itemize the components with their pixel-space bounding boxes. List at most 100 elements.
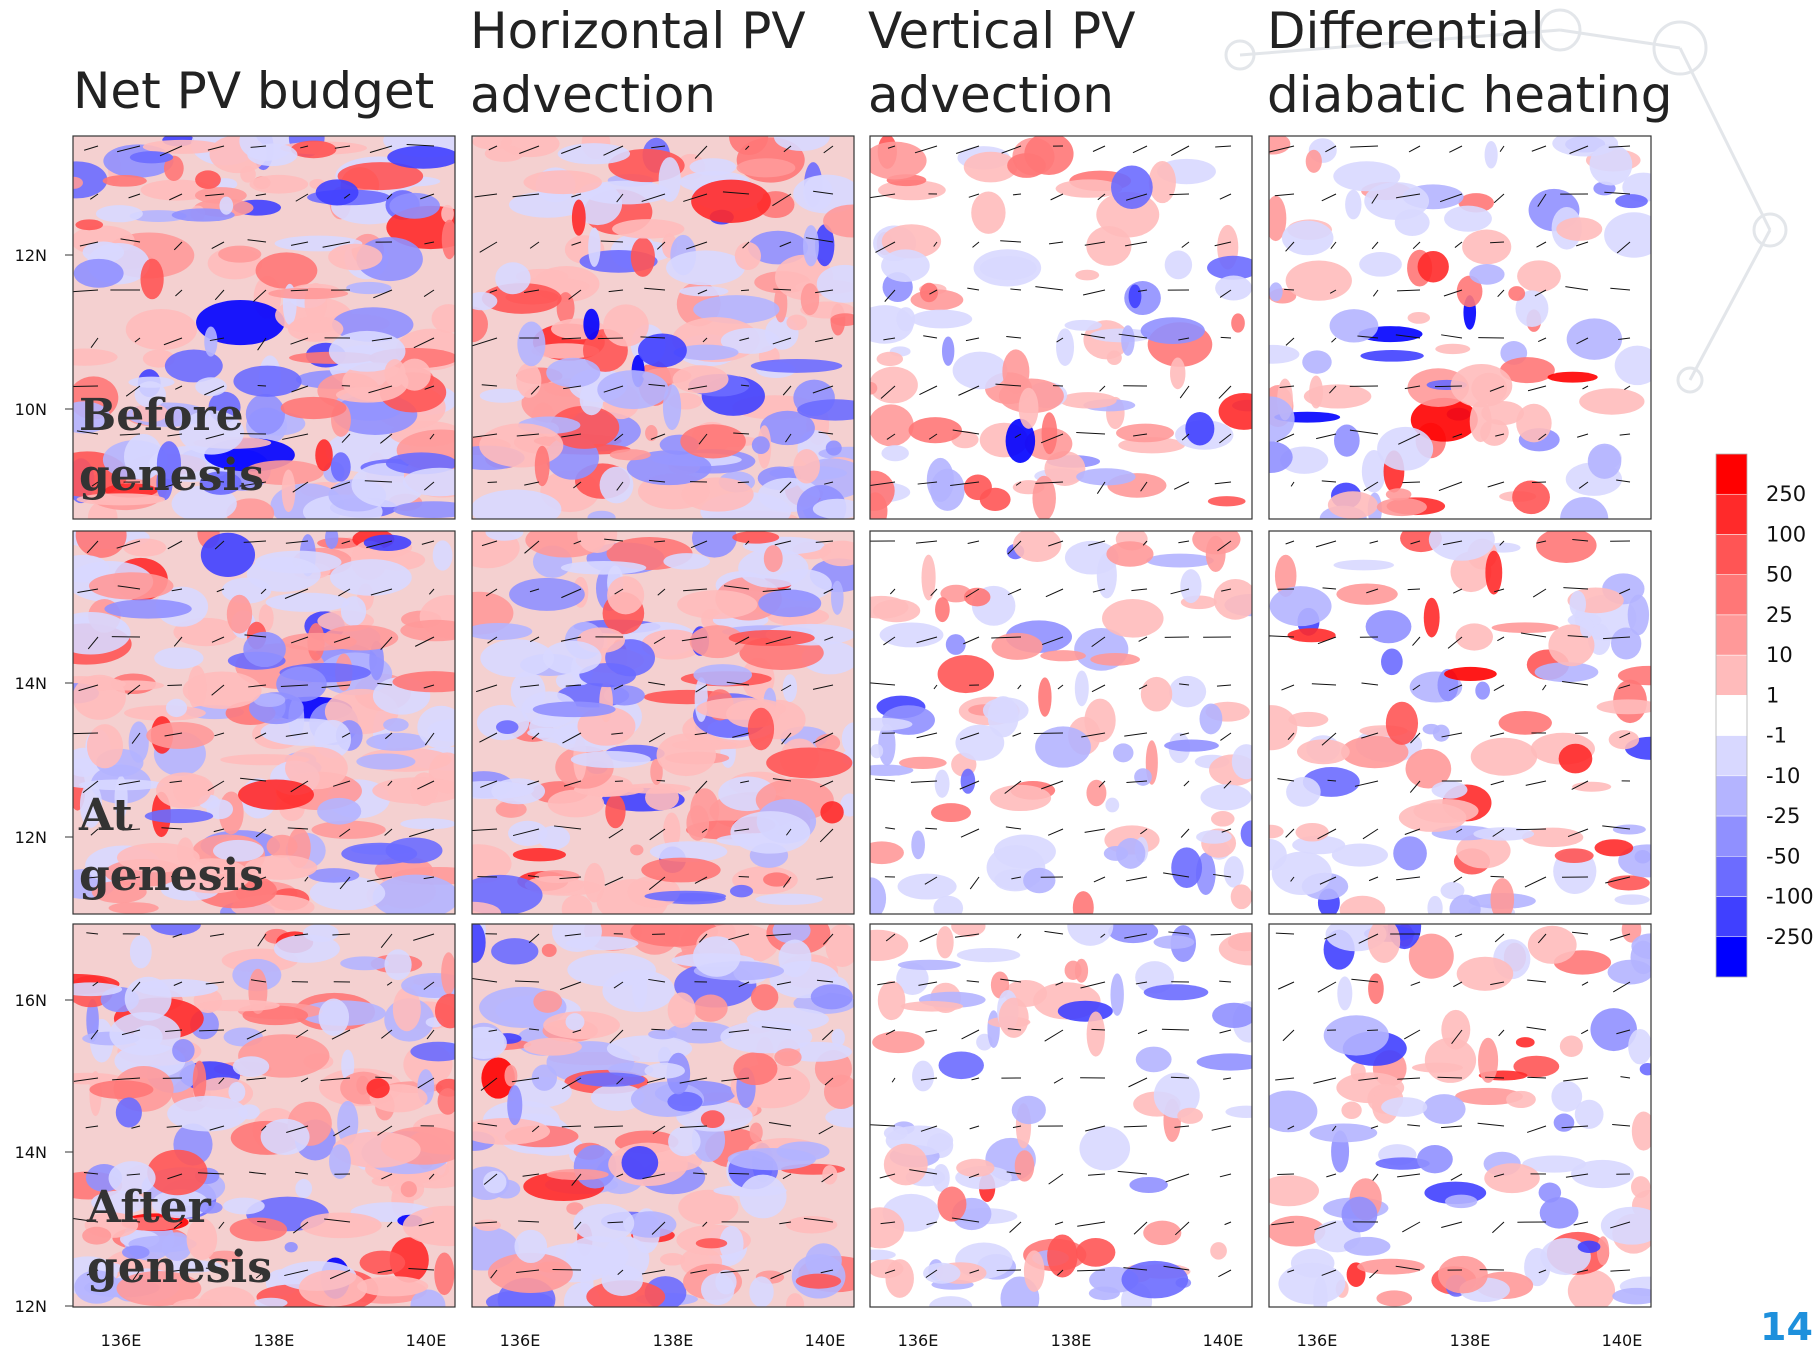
wind-vector bbox=[1397, 290, 1420, 291]
wind-vector bbox=[967, 981, 979, 982]
contour-blob bbox=[786, 1293, 804, 1317]
contour-blob bbox=[125, 977, 172, 1021]
wind-vector bbox=[1409, 146, 1420, 152]
contour-blob bbox=[1597, 699, 1660, 714]
contour-blob bbox=[1478, 1038, 1498, 1083]
contour-blob bbox=[1310, 1123, 1378, 1142]
contour-blob bbox=[373, 875, 460, 920]
contour-blob bbox=[1412, 1063, 1463, 1073]
contour-blob bbox=[357, 1276, 428, 1296]
contour-blob bbox=[774, 1048, 801, 1066]
wind-vector bbox=[1275, 194, 1294, 196]
contour-blob bbox=[730, 811, 810, 854]
contour-blob bbox=[729, 630, 815, 646]
contour-blob bbox=[942, 336, 954, 365]
contour-blob bbox=[123, 538, 166, 556]
contour-blob bbox=[507, 1085, 522, 1125]
contour-blob bbox=[797, 399, 873, 420]
wind-vector bbox=[1220, 194, 1231, 199]
contour-blob bbox=[566, 1013, 585, 1030]
wind-vector bbox=[651, 1029, 665, 1030]
contour-blob bbox=[692, 518, 737, 557]
contour-blob bbox=[1368, 919, 1400, 963]
wind-vector bbox=[1215, 146, 1231, 147]
wind-vector bbox=[911, 781, 937, 782]
contour-blob bbox=[1154, 935, 1195, 949]
wind-vector bbox=[970, 1126, 979, 1129]
contour-blob bbox=[1282, 221, 1334, 256]
contour-blob bbox=[1632, 1112, 1656, 1151]
column-title: Net PV budget bbox=[73, 62, 434, 120]
x-tick-label: 138E bbox=[1450, 1331, 1491, 1349]
wind-vector bbox=[1404, 1030, 1420, 1039]
contour-blob bbox=[1058, 1001, 1113, 1022]
wind-vector bbox=[1527, 1077, 1546, 1078]
contour-blob bbox=[346, 282, 391, 294]
contour-blob bbox=[1019, 388, 1039, 429]
column-title: Differential bbox=[1267, 2, 1545, 60]
contour-blob bbox=[1444, 667, 1497, 681]
contour-blob bbox=[920, 283, 938, 302]
wind-vector bbox=[1045, 1030, 1063, 1041]
wind-vector bbox=[1220, 1174, 1231, 1177]
contour-blob bbox=[1554, 1114, 1575, 1132]
wind-vector bbox=[1077, 1222, 1105, 1226]
contour-blob bbox=[1073, 891, 1094, 924]
wind-vector bbox=[1361, 683, 1378, 685]
contour-blob bbox=[927, 458, 954, 502]
contour-blob bbox=[801, 283, 819, 315]
contour-blob bbox=[1090, 653, 1140, 666]
contour-blob bbox=[1377, 498, 1427, 516]
contour-blob bbox=[1002, 349, 1029, 393]
contour-blob bbox=[384, 949, 411, 980]
wind-vector bbox=[1013, 194, 1021, 195]
wind-vector bbox=[1491, 781, 1504, 785]
contour-blob bbox=[583, 309, 599, 340]
contour-blob bbox=[1015, 1150, 1035, 1181]
contour-blob bbox=[295, 1179, 312, 1198]
wind-vector bbox=[1220, 733, 1231, 740]
contour-blob bbox=[1462, 230, 1511, 265]
contour-blob bbox=[1381, 1097, 1427, 1117]
wind-vector bbox=[1018, 685, 1021, 689]
x-tick-label: 136E bbox=[101, 1331, 142, 1349]
contour-blob bbox=[433, 540, 453, 570]
x-tick-label: 136E bbox=[898, 1331, 939, 1349]
contour-blob bbox=[198, 1000, 280, 1012]
wind-vector bbox=[1221, 337, 1231, 338]
wind-vector bbox=[920, 934, 937, 942]
wind-vector bbox=[1275, 1078, 1294, 1080]
contour-blob bbox=[603, 304, 649, 346]
contour-blob bbox=[546, 358, 600, 388]
wind-vector bbox=[657, 780, 665, 781]
contour-blob bbox=[383, 718, 409, 732]
wind-vector bbox=[1500, 146, 1504, 152]
contour-blob bbox=[256, 252, 318, 288]
contour-blob bbox=[773, 918, 811, 944]
contour-blob bbox=[668, 992, 696, 1028]
wind-vector bbox=[997, 1270, 1021, 1271]
contour-blob bbox=[691, 180, 771, 223]
contour-blob bbox=[1231, 884, 1253, 909]
column-title: advection bbox=[470, 66, 716, 124]
contour-blob bbox=[364, 535, 412, 551]
contour-blob bbox=[1628, 1029, 1652, 1064]
contour-blob bbox=[644, 1063, 685, 1079]
wind-vector bbox=[1610, 1270, 1630, 1271]
contour-blob bbox=[532, 1065, 557, 1091]
contour-blob bbox=[1141, 317, 1205, 344]
wind-vector bbox=[1453, 589, 1462, 593]
contour-blob bbox=[1185, 412, 1214, 445]
contour-field bbox=[1258, 904, 1675, 1320]
wind-vector bbox=[1441, 1126, 1462, 1128]
contour-blob bbox=[898, 960, 961, 970]
wind-vector bbox=[1049, 1174, 1063, 1184]
contour-blob bbox=[1449, 895, 1480, 924]
contour-blob bbox=[668, 1127, 701, 1157]
contour-blob bbox=[126, 309, 197, 350]
contour-blob bbox=[939, 1051, 984, 1079]
contour-blob bbox=[1141, 677, 1172, 712]
wind-vector bbox=[1533, 589, 1546, 597]
wind-vector bbox=[1286, 541, 1294, 544]
contour-blob bbox=[1611, 628, 1641, 660]
